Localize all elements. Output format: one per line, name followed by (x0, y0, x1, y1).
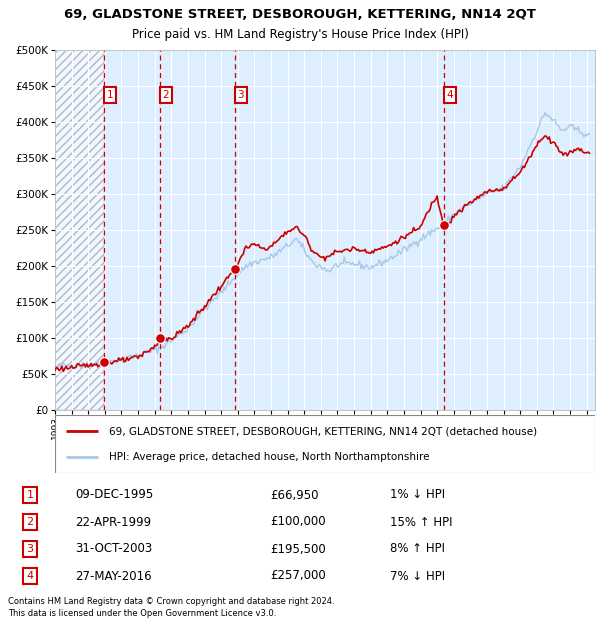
Text: £100,000: £100,000 (270, 515, 326, 528)
Text: 2: 2 (26, 517, 34, 527)
Text: 27-MAY-2016: 27-MAY-2016 (75, 570, 152, 583)
Text: 15% ↑ HPI: 15% ↑ HPI (390, 515, 452, 528)
Text: 69, GLADSTONE STREET, DESBOROUGH, KETTERING, NN14 2QT (detached house): 69, GLADSTONE STREET, DESBOROUGH, KETTER… (109, 426, 537, 436)
Bar (55, 50, 104, 410)
Text: 31-OCT-2003: 31-OCT-2003 (75, 542, 152, 556)
Text: 7% ↓ HPI: 7% ↓ HPI (390, 570, 445, 583)
Text: £195,500: £195,500 (270, 542, 326, 556)
Text: Contains HM Land Registry data © Crown copyright and database right 2024.: Contains HM Land Registry data © Crown c… (8, 598, 335, 606)
Text: 1% ↓ HPI: 1% ↓ HPI (390, 489, 445, 502)
Text: 3: 3 (26, 544, 34, 554)
Text: 8% ↑ HPI: 8% ↑ HPI (390, 542, 445, 556)
Text: 4: 4 (26, 571, 34, 581)
FancyBboxPatch shape (55, 415, 595, 473)
Text: Price paid vs. HM Land Registry's House Price Index (HPI): Price paid vs. HM Land Registry's House … (131, 28, 469, 41)
Text: 22-APR-1999: 22-APR-1999 (75, 515, 151, 528)
Text: HPI: Average price, detached house, North Northamptonshire: HPI: Average price, detached house, Nort… (109, 452, 430, 462)
Text: £257,000: £257,000 (270, 570, 326, 583)
Text: This data is licensed under the Open Government Licence v3.0.: This data is licensed under the Open Gov… (8, 609, 277, 619)
Text: 69, GLADSTONE STREET, DESBOROUGH, KETTERING, NN14 2QT: 69, GLADSTONE STREET, DESBOROUGH, KETTER… (64, 8, 536, 21)
Text: £66,950: £66,950 (270, 489, 319, 502)
Text: 3: 3 (238, 90, 244, 100)
Text: 4: 4 (446, 90, 453, 100)
Text: 1: 1 (26, 490, 34, 500)
Text: 1: 1 (106, 90, 113, 100)
Text: 09-DEC-1995: 09-DEC-1995 (75, 489, 153, 502)
Bar (55, 50, 104, 410)
Text: 2: 2 (163, 90, 169, 100)
